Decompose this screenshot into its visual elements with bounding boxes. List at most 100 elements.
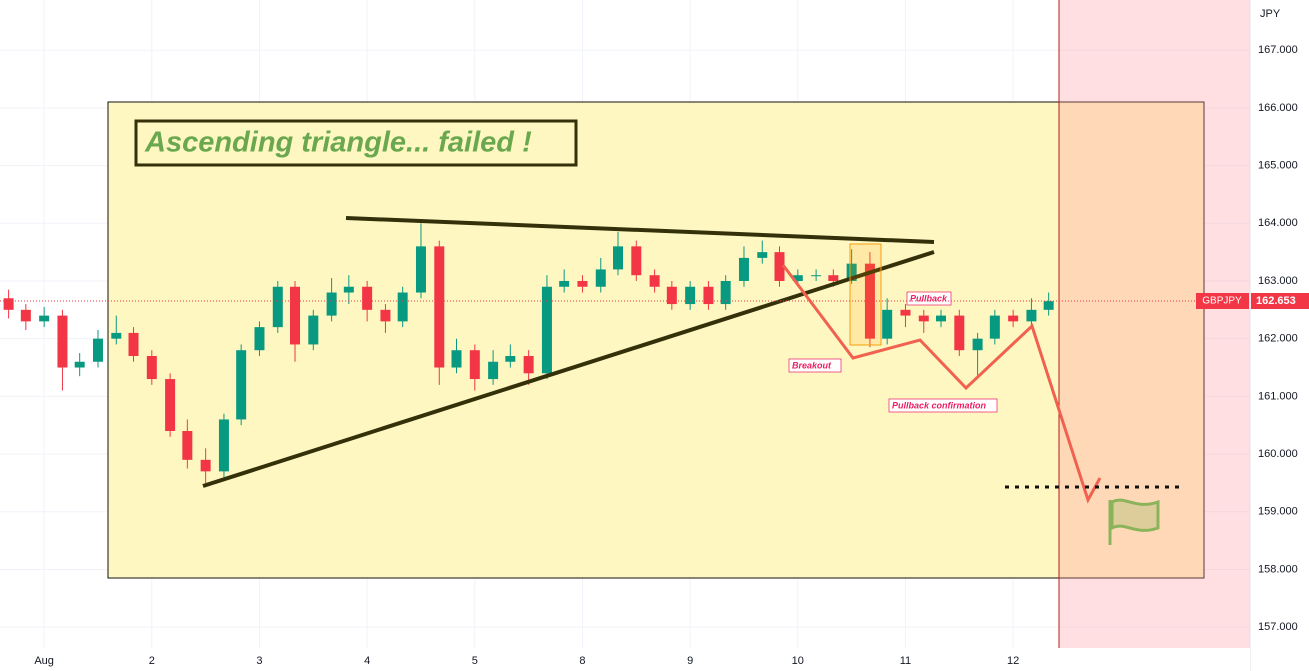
y-tick-label: 159.000 [1258, 506, 1298, 518]
candle-body [846, 263, 857, 281]
breakout-highlight [849, 243, 882, 346]
axes: 157.000 158.000 159.000 160.000 161.000 162.0… [0, 44, 1309, 667]
note: Pullback confirmation [892, 400, 987, 410]
x-tick-label: 3 [256, 655, 262, 667]
candle-body [57, 315, 68, 368]
candle-body [236, 350, 247, 420]
projection-path [781, 264, 1102, 504]
symbol-label: GBPJPY [1202, 296, 1242, 307]
candle-body [900, 309, 911, 316]
candle-body [666, 286, 677, 305]
x-tick-label: 9 [687, 655, 693, 667]
candle-body [434, 246, 445, 368]
candle-body [828, 275, 839, 281]
candle-body [631, 246, 642, 276]
candle-body [290, 286, 301, 345]
candle-body [685, 286, 696, 305]
candle-body [380, 309, 391, 322]
candle-body [757, 252, 768, 258]
note-box [888, 398, 998, 413]
candle-body [92, 338, 103, 362]
candle-body [613, 246, 624, 270]
candle-body [864, 263, 875, 339]
candle-body [541, 286, 552, 374]
x-tick-label: 10 [792, 655, 804, 667]
candle-body [811, 275, 822, 277]
candle-body [111, 332, 122, 339]
note-box [788, 358, 842, 373]
candle-body [3, 298, 14, 310]
y-tick-label: 164.000 [1258, 217, 1298, 229]
candle-body [1043, 301, 1054, 310]
resistance-line [345, 216, 935, 244]
candle-body [559, 280, 570, 287]
x-tick-label: 4 [364, 655, 370, 667]
flag-icon [1108, 498, 1160, 545]
candle-body [505, 355, 516, 362]
candle-body [326, 292, 337, 316]
title-box [134, 119, 578, 167]
candle-body [218, 419, 229, 472]
candle-body [882, 309, 893, 339]
support-line [202, 250, 935, 488]
chart-title: Ascending triangle... failed ! [144, 127, 532, 159]
candle-body [954, 315, 965, 351]
candle-body [469, 350, 480, 380]
price-badge [1251, 292, 1309, 309]
candle-body [972, 338, 983, 351]
candle-body [649, 275, 660, 287]
y-tick-label: 163.000 [1258, 275, 1298, 287]
y-tick-label: 166.000 [1258, 102, 1298, 114]
candle-body [523, 355, 534, 374]
candle-body [200, 459, 211, 472]
candle-body [165, 379, 176, 431]
candle-body [362, 286, 373, 310]
y-tick-label: 165.000 [1258, 159, 1298, 171]
candle-body [39, 315, 50, 322]
x-tick-label: 5 [472, 655, 478, 667]
candle-body [989, 315, 1000, 339]
candle-body [254, 327, 265, 351]
candle-body [918, 315, 929, 322]
x-tick-label: 8 [579, 655, 585, 667]
candle-body [1026, 309, 1037, 322]
target-zone [1059, 0, 1250, 648]
price-axis [1250, 0, 1309, 671]
y-tick-label: 162.000 [1258, 333, 1298, 345]
candle-body [397, 292, 408, 322]
candle-body [415, 246, 426, 293]
candles [3, 223, 1054, 483]
annotations: Ascending triangle... failed ! Pullback … [134, 119, 998, 413]
candle-body [703, 286, 714, 305]
candle-body [792, 275, 803, 281]
candle-body [20, 309, 31, 322]
candle-body [595, 269, 606, 287]
candle-body [182, 430, 193, 460]
candle-body [577, 280, 588, 287]
y-tick-label: 158.000 [1258, 563, 1298, 575]
candle-body [720, 280, 731, 305]
time-axis [0, 648, 1250, 671]
candle-body [128, 332, 139, 356]
note-box [906, 291, 952, 306]
x-tick-label: 12 [1007, 655, 1019, 667]
note: Breakout [792, 360, 832, 370]
y-tick-label: 167.000 [1258, 44, 1298, 56]
candle-body [738, 257, 749, 281]
candle-body [935, 315, 946, 322]
candle-body [451, 350, 462, 368]
note: Pullback [910, 293, 948, 303]
symbol-badge [1196, 292, 1249, 309]
y-tick-label: 160.000 [1258, 448, 1298, 460]
x-tick-label: Aug [34, 655, 54, 667]
x-tick-label: 11 [900, 655, 911, 667]
candle-body [343, 286, 354, 293]
last-price-label: 162.653 [1256, 295, 1296, 307]
candle-body [1008, 315, 1019, 322]
currency-label: JPY [1260, 8, 1281, 20]
candle-body [308, 315, 319, 345]
candle-body [272, 286, 283, 328]
candle-body [774, 252, 785, 281]
y-tick-label: 157.000 [1258, 621, 1298, 633]
